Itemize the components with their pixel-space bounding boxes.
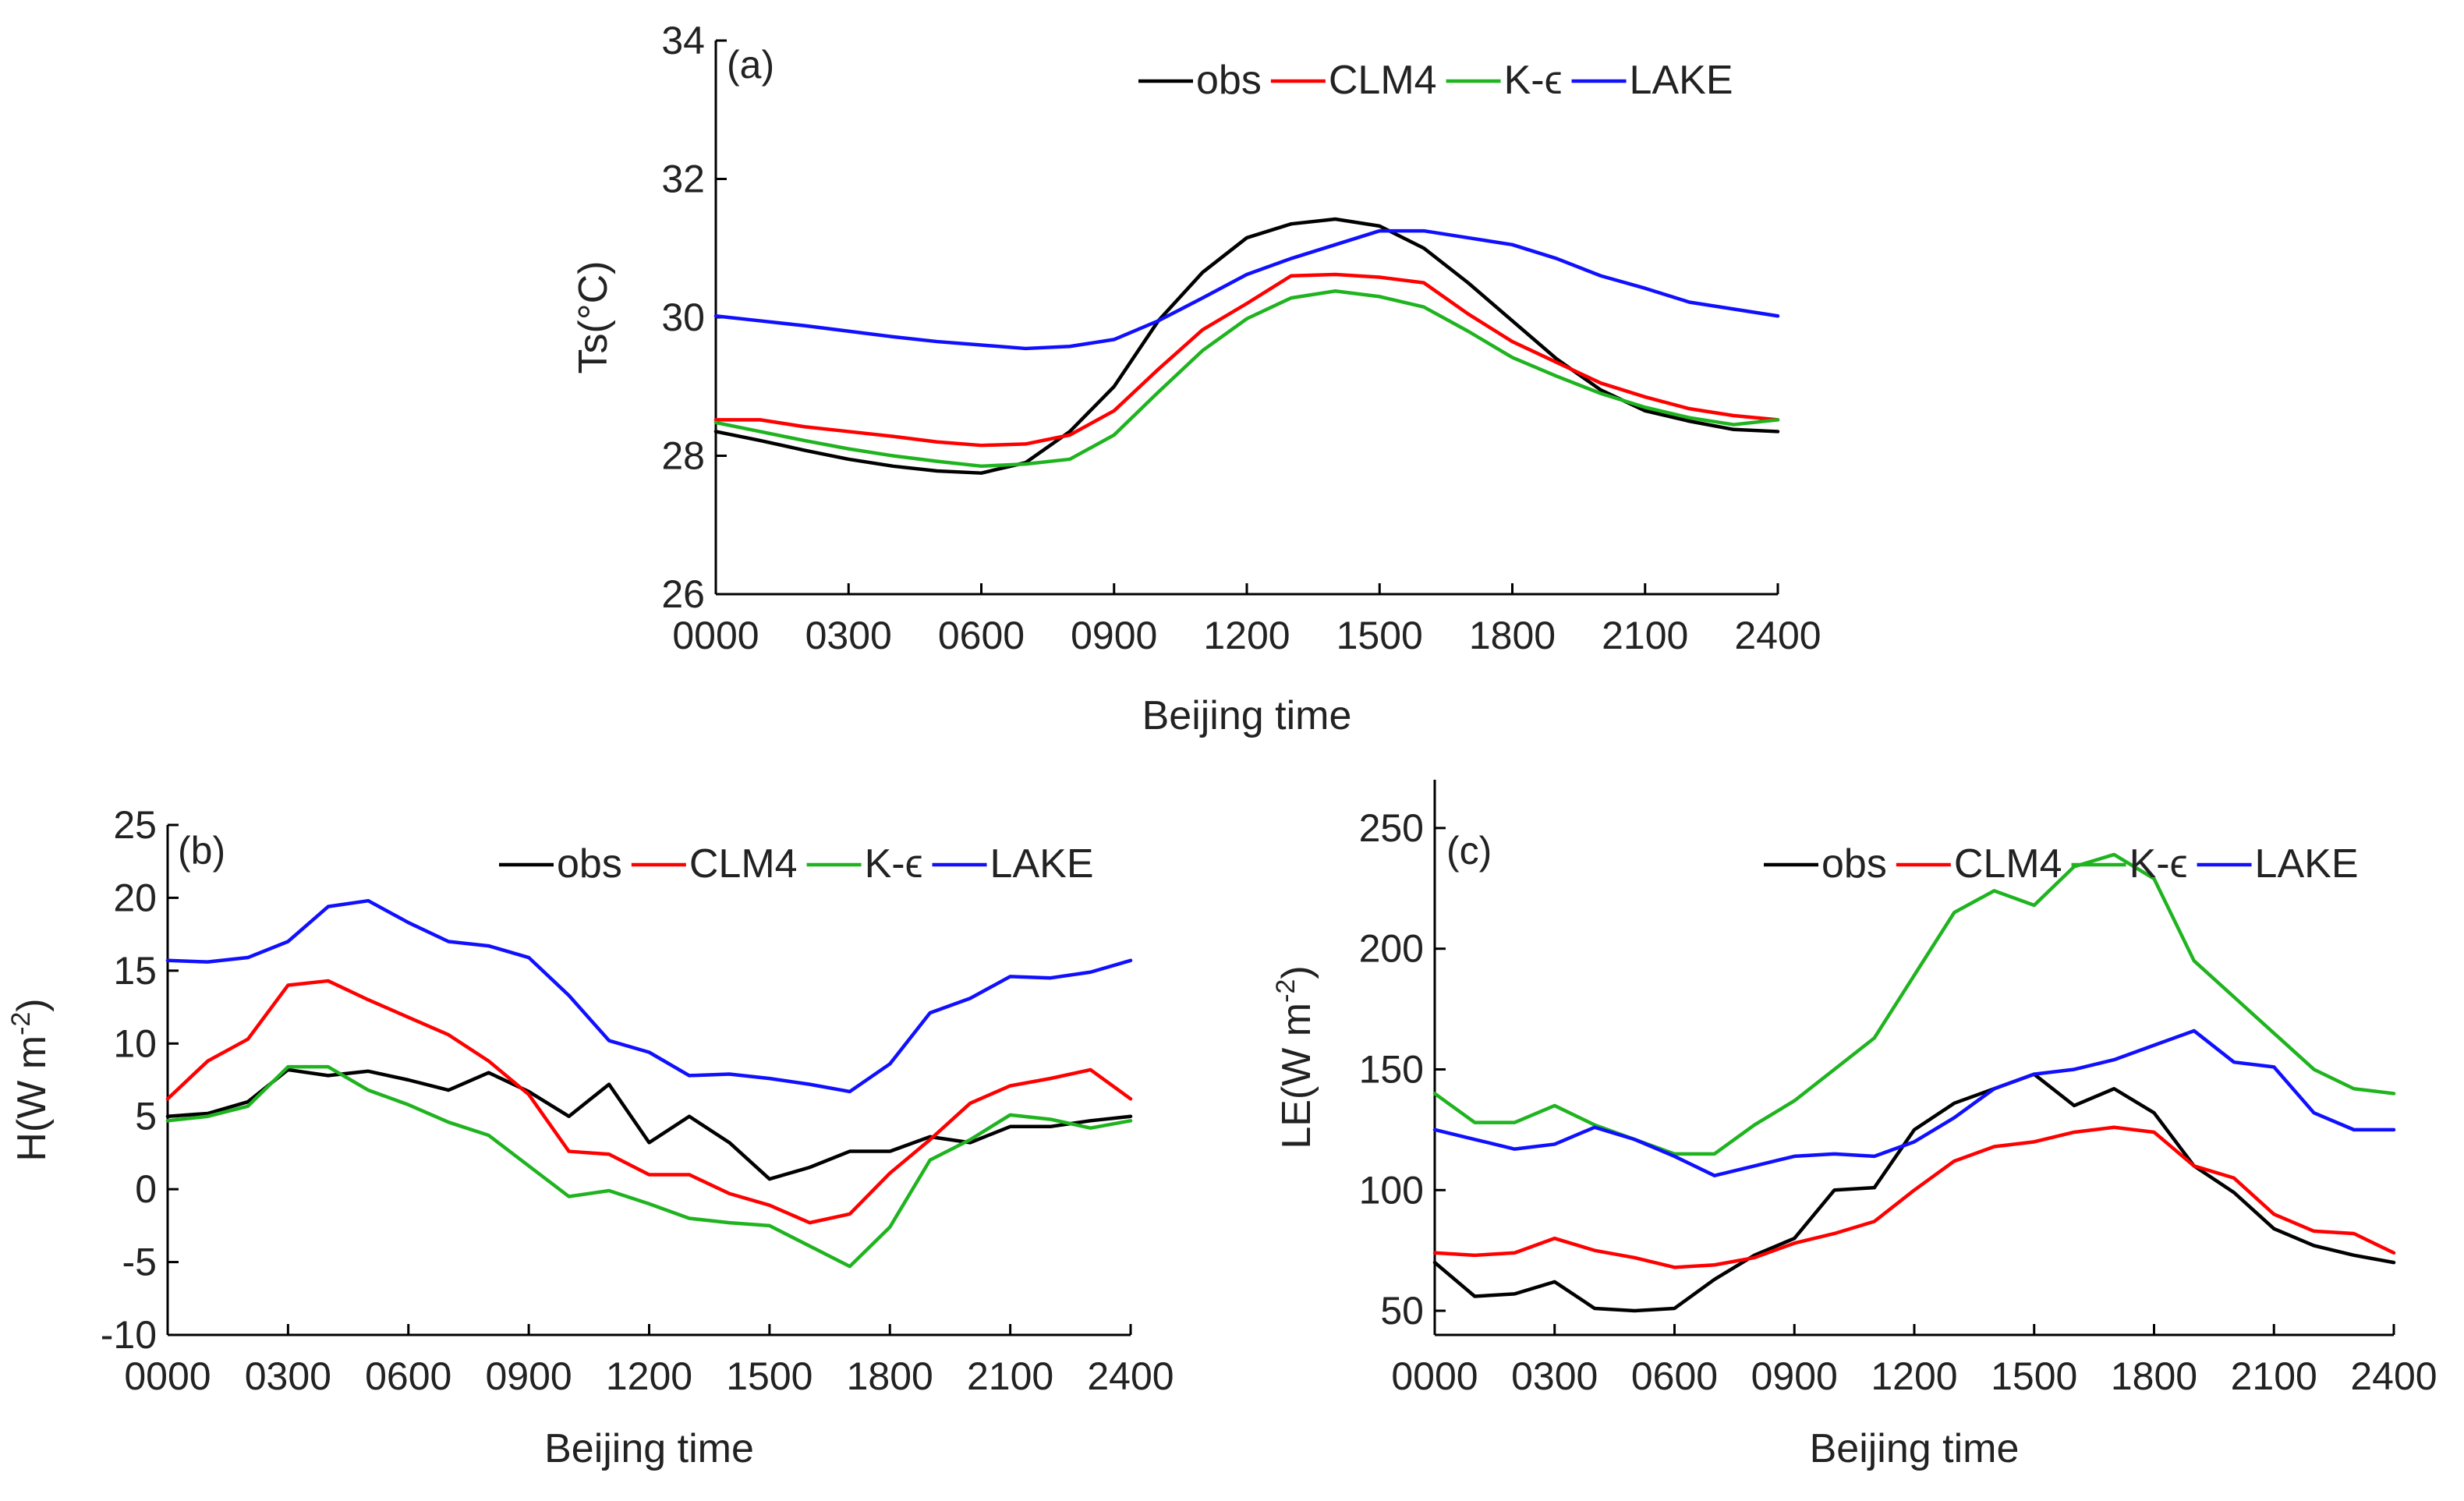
panel-label: (b) xyxy=(178,829,225,873)
panel-b: -10 -5 0 5 10 15 20 25 0000 0300 0600 0900 1200 1500 1… xyxy=(6,803,1174,1471)
series-line-clm4 xyxy=(1432,1125,2396,1269)
series-line-obs xyxy=(165,1067,1133,1181)
x-tick-label: 2100 xyxy=(1602,614,1688,657)
x-tick-label: 0600 xyxy=(938,614,1025,657)
x-tick-label: 2400 xyxy=(1087,1354,1174,1398)
x-tick-label: 0300 xyxy=(1511,1354,1598,1398)
series-line-clm4 xyxy=(713,272,1780,448)
panel-label: (a) xyxy=(727,43,774,87)
x-axis-label: Beijing time xyxy=(1142,693,1352,738)
series-line-clm4 xyxy=(165,979,1133,1225)
legend-entry: CLM4 xyxy=(1954,841,2062,887)
x-tick-label: 1200 xyxy=(606,1354,692,1398)
x-tick-label: 0000 xyxy=(124,1354,211,1398)
x-tick-label: 0900 xyxy=(1751,1354,1838,1398)
x-tick-label: 2400 xyxy=(2350,1354,2437,1398)
legend-entry: CLM4 xyxy=(689,841,798,887)
series-line-lake xyxy=(713,228,1780,351)
y-tick-label: 100 xyxy=(1359,1168,1424,1212)
y-tick-label: 26 xyxy=(661,572,705,616)
y-tick-label: 32 xyxy=(661,158,705,201)
series-line-lake xyxy=(165,898,1133,1094)
x-tick-label: 0000 xyxy=(1391,1354,1478,1398)
legend-entry: obs xyxy=(1196,58,1262,103)
series-line-k- xyxy=(1432,852,2396,1156)
y-tick-label: 20 xyxy=(113,876,157,919)
x-tick-label: 1800 xyxy=(847,1354,933,1398)
y-axis-label: LE(W m-2) xyxy=(1271,965,1319,1149)
x-tick-label: 0900 xyxy=(486,1354,572,1398)
legend-entry: K-ϵ xyxy=(865,841,923,887)
x-tick-label: 1500 xyxy=(1336,614,1423,657)
series-line-k- xyxy=(165,1064,1133,1269)
legend-entry: LAKE xyxy=(1630,58,1733,103)
panel-a: 26 28 30 32 34 0000 0300 0600 0900 1200 1500 1800 21… xyxy=(571,19,1821,738)
y-tick-label: 25 xyxy=(113,803,157,847)
x-tick-label: 1500 xyxy=(726,1354,812,1398)
series-line-obs xyxy=(713,217,1780,475)
x-tick-label: 1800 xyxy=(1469,614,1556,657)
y-tick-label: 200 xyxy=(1359,927,1424,971)
panel-label: (c) xyxy=(1446,829,1492,873)
legend-entry: LAKE xyxy=(990,841,1094,887)
y-tick-label: 10 xyxy=(113,1021,157,1065)
x-axis-label: Beijing time xyxy=(544,1426,754,1471)
y-tick-label: -5 xyxy=(122,1241,157,1284)
x-tick-label: 0600 xyxy=(365,1354,451,1398)
y-tick-label: 15 xyxy=(113,949,157,993)
legend-entry: obs xyxy=(557,841,622,887)
y-tick-label: 30 xyxy=(661,296,705,339)
x-tick-label: 2400 xyxy=(1734,614,1821,657)
x-tick-label: 0300 xyxy=(245,1354,331,1398)
y-tick-label: 34 xyxy=(661,19,705,62)
legend-entry: K-ϵ xyxy=(2129,841,2188,887)
series-line-k- xyxy=(713,289,1780,469)
y-axis-label: Ts(°C) xyxy=(571,261,616,374)
y-tick-label: 0 xyxy=(135,1167,157,1211)
legend-entry: K-ϵ xyxy=(1504,58,1563,103)
legend-entry: LAKE xyxy=(2255,841,2359,887)
panel-c: 50 100 150 200 250 0000 0300 0600 0900 1200 1500 18… xyxy=(1271,780,2437,1471)
x-tick-label: 0600 xyxy=(1631,1354,1718,1398)
legend-entry: obs xyxy=(1821,841,1887,887)
y-tick-label: 28 xyxy=(661,434,705,478)
y-tick-label: -10 xyxy=(101,1313,157,1357)
series-line-obs xyxy=(1432,1072,2396,1313)
legend-entry: CLM4 xyxy=(1329,58,1437,103)
series-line-lake xyxy=(1432,1028,2396,1177)
y-tick-label: 150 xyxy=(1359,1047,1424,1091)
x-tick-label: 1200 xyxy=(1871,1354,1957,1398)
x-tick-label: 1800 xyxy=(2111,1354,2197,1398)
x-tick-label: 1200 xyxy=(1203,614,1290,657)
y-tick-label: 250 xyxy=(1359,806,1424,850)
y-axis-label: H(W m-2) xyxy=(6,998,55,1161)
x-tick-label: 0900 xyxy=(1071,614,1157,657)
x-tick-label: 2100 xyxy=(967,1354,1053,1398)
y-tick-label: 5 xyxy=(135,1095,157,1138)
y-tick-label: 50 xyxy=(1380,1289,1424,1333)
x-tick-label: 2100 xyxy=(2231,1354,2317,1398)
x-tick-label: 0000 xyxy=(672,614,759,657)
x-tick-label: 1500 xyxy=(1991,1354,2077,1398)
x-tick-label: 0300 xyxy=(805,614,892,657)
x-axis-label: Beijing time xyxy=(1810,1426,2020,1471)
